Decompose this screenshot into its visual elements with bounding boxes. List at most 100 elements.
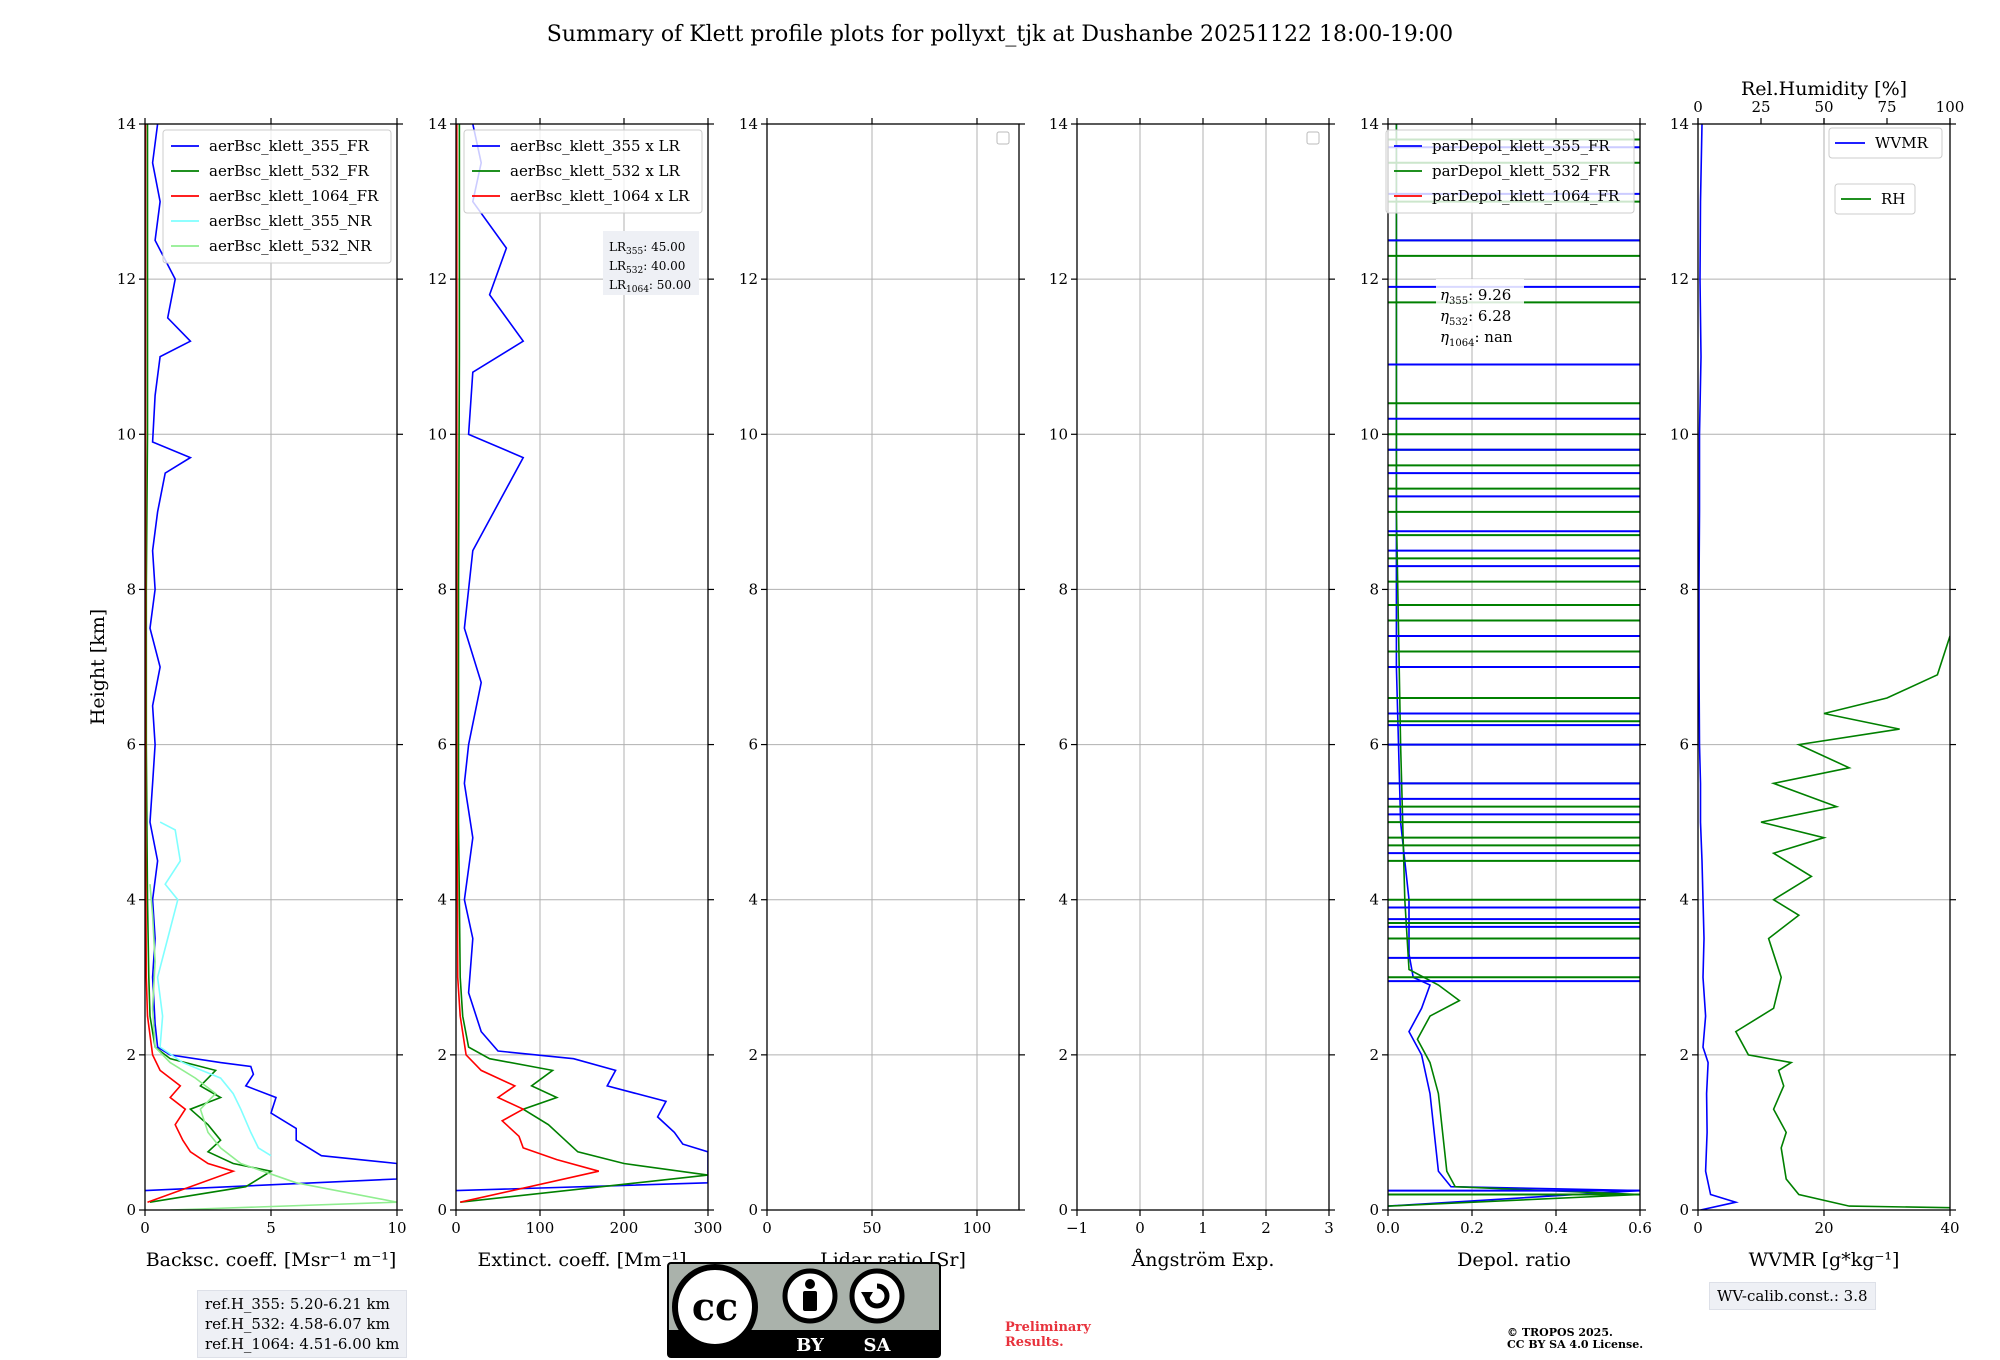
empty-legend-icon	[996, 131, 1010, 145]
xtick-label: 1	[1198, 1219, 1208, 1237]
xtick-label: −1	[1066, 1219, 1088, 1237]
series-line-aerBsc_klett_532_FR	[145, 124, 274, 1203]
xtick-label: 0.6	[1628, 1219, 1652, 1237]
copyright-line-2: CC BY SA 4.0 License.	[1507, 1338, 1644, 1351]
series-line-aerBsc_klett_355 x LR	[456, 124, 708, 1192]
xtick-label: 20	[1814, 1219, 1833, 1237]
series-line-RH	[1734, 635, 1950, 1209]
xtick-label: 40	[1940, 1219, 1959, 1237]
x-axis-label: Depol. ratio	[1457, 1249, 1571, 1271]
ytick-label: 4	[1679, 891, 1689, 909]
legend-label: aerBsc_klett_355_NR	[209, 212, 372, 230]
xtick-label: 0	[1693, 1219, 1703, 1237]
ytick-label: 8	[437, 580, 447, 598]
ytick-label: 6	[437, 736, 447, 754]
ytick-label: 8	[1369, 580, 1379, 598]
ytick-label: 2	[1679, 1046, 1689, 1064]
ytick-label: 14	[428, 115, 447, 133]
cc-badge-text: cc	[692, 1284, 738, 1329]
panel-extinction: 0 2 4 6 8 10 12 14 0 100 200 300 Extinct. coeff. [Mm…	[428, 115, 722, 1271]
legend: WVMR RH	[1828, 127, 1943, 215]
xtick-label: 0.2	[1460, 1219, 1484, 1237]
legend: aerBsc_klett_355 x LR aerBsc_klett_532 x …	[463, 129, 703, 214]
legend: parDepol_klett_355_FR parDepol_klett_532_…	[1385, 129, 1635, 214]
ytick-label: 2	[1058, 1046, 1068, 1064]
ytick-label: 6	[1679, 736, 1689, 754]
series-line-aerBsc_klett_532_NR	[149, 884, 397, 1210]
share-alike-icon	[849, 1268, 905, 1324]
axes-frame	[766, 123, 1020, 1211]
ytick-label: 0	[1369, 1201, 1379, 1219]
ytick-label: 6	[748, 736, 758, 754]
top-xtick-label: 50	[1814, 98, 1833, 116]
legend-label: aerBsc_klett_1064_FR	[209, 187, 379, 205]
ytick-label: 12	[1049, 270, 1068, 288]
figure-title: Summary of Klett profile plots for polly…	[546, 22, 1454, 47]
axes-frame	[1076, 123, 1330, 1211]
xtick-label: 0	[762, 1219, 772, 1237]
series-line-aerBsc_klett_1064_FR	[145, 124, 236, 1203]
cc-by-sa-logo: cc BY SA	[667, 1262, 941, 1358]
ytick-label: 2	[437, 1046, 447, 1064]
xtick-label: 3	[1324, 1219, 1334, 1237]
ytick-label: 8	[748, 580, 758, 598]
axes-frame	[144, 123, 398, 1211]
series-line-aerBsc_klett_355_FR	[145, 124, 397, 1192]
ytick-label: 0	[126, 1201, 136, 1219]
legend: aerBsc_klett_355_FR aerBsc_klett_532_FRae…	[162, 129, 392, 264]
series-line-aerBsc_klett_1064 x LR	[456, 124, 600, 1203]
ytick-label: 8	[1679, 580, 1689, 598]
ytick-label: 14	[1049, 115, 1068, 133]
x-axis-label: WVMR [g*kg⁻¹]	[1749, 1249, 1900, 1271]
eta-532: η532: 6.28	[1440, 307, 1511, 328]
x-axis-label: Backsc. coeff. [Msr⁻¹ m⁻¹]	[146, 1249, 397, 1271]
preliminary-line-1: Preliminary	[1005, 1320, 1091, 1335]
panel-backscatter: 0 2 4 6 8 10 12 14 0 5 10 Backsc. coeff. [Msr⁻¹ m⁻¹…	[87, 115, 407, 1271]
legend-label: aerBsc_klett_1064 x LR	[510, 187, 690, 205]
ytick-label: 0	[1058, 1201, 1068, 1219]
top-x-axis-label: Rel.Humidity [%]	[1741, 78, 1907, 100]
top-xtick-label: 75	[1877, 98, 1896, 116]
legend-label: RH	[1881, 190, 1905, 208]
ytick-label: 12	[739, 270, 758, 288]
xtick-label: 50	[862, 1219, 881, 1237]
xtick-label: 10	[387, 1219, 406, 1237]
series-group	[456, 124, 708, 1203]
preliminary-line-2: Results.	[1005, 1335, 1064, 1350]
annotation-box	[1436, 279, 1524, 345]
ytick-label: 2	[1369, 1046, 1379, 1064]
x-axis-label: Ångström Exp.	[1131, 1249, 1275, 1271]
annotation-box	[603, 231, 699, 295]
legend-label: parDepol_klett_1064_FR	[1432, 187, 1620, 205]
ytick-label: 14	[1360, 115, 1379, 133]
y-axis-label: Height [km]	[87, 609, 109, 725]
xtick-label: 5	[266, 1219, 276, 1237]
ytick-label: 6	[1058, 736, 1068, 754]
top-xtick-label: 100	[1936, 98, 1965, 116]
reference-height-box: ref.H_355: 5.20-6.21 km ref.H_532: 4.58-…	[197, 1290, 408, 1358]
empty-legend-icon	[1306, 131, 1320, 145]
legend-label: WVMR	[1875, 134, 1929, 152]
x-axis-label: Extinct. coeff. [Mm⁻¹]	[477, 1249, 686, 1271]
ytick-label: 8	[126, 580, 136, 598]
ytick-label: 2	[748, 1046, 758, 1064]
copyright-notice: © TROPOS 2025. CC BY SA 4.0 License.	[1507, 1327, 1643, 1351]
legend-label: aerBsc_klett_532_NR	[209, 237, 372, 255]
series-group	[1698, 124, 1950, 1210]
eta-355: η355: 9.26	[1440, 286, 1511, 307]
ytick-label: 4	[126, 891, 136, 909]
xtick-label: 2	[1261, 1219, 1271, 1237]
ytick-label: 12	[1360, 270, 1379, 288]
series-line-WVMR	[1698, 124, 1739, 1210]
ytick-label: 14	[739, 115, 758, 133]
legend-box	[1828, 127, 1943, 159]
xtick-label: 0	[140, 1219, 150, 1237]
xtick-label: 200	[610, 1219, 639, 1237]
ytick-label: 6	[1369, 736, 1379, 754]
by-label: BY	[796, 1335, 825, 1356]
xtick-label: 0.0	[1376, 1219, 1400, 1237]
